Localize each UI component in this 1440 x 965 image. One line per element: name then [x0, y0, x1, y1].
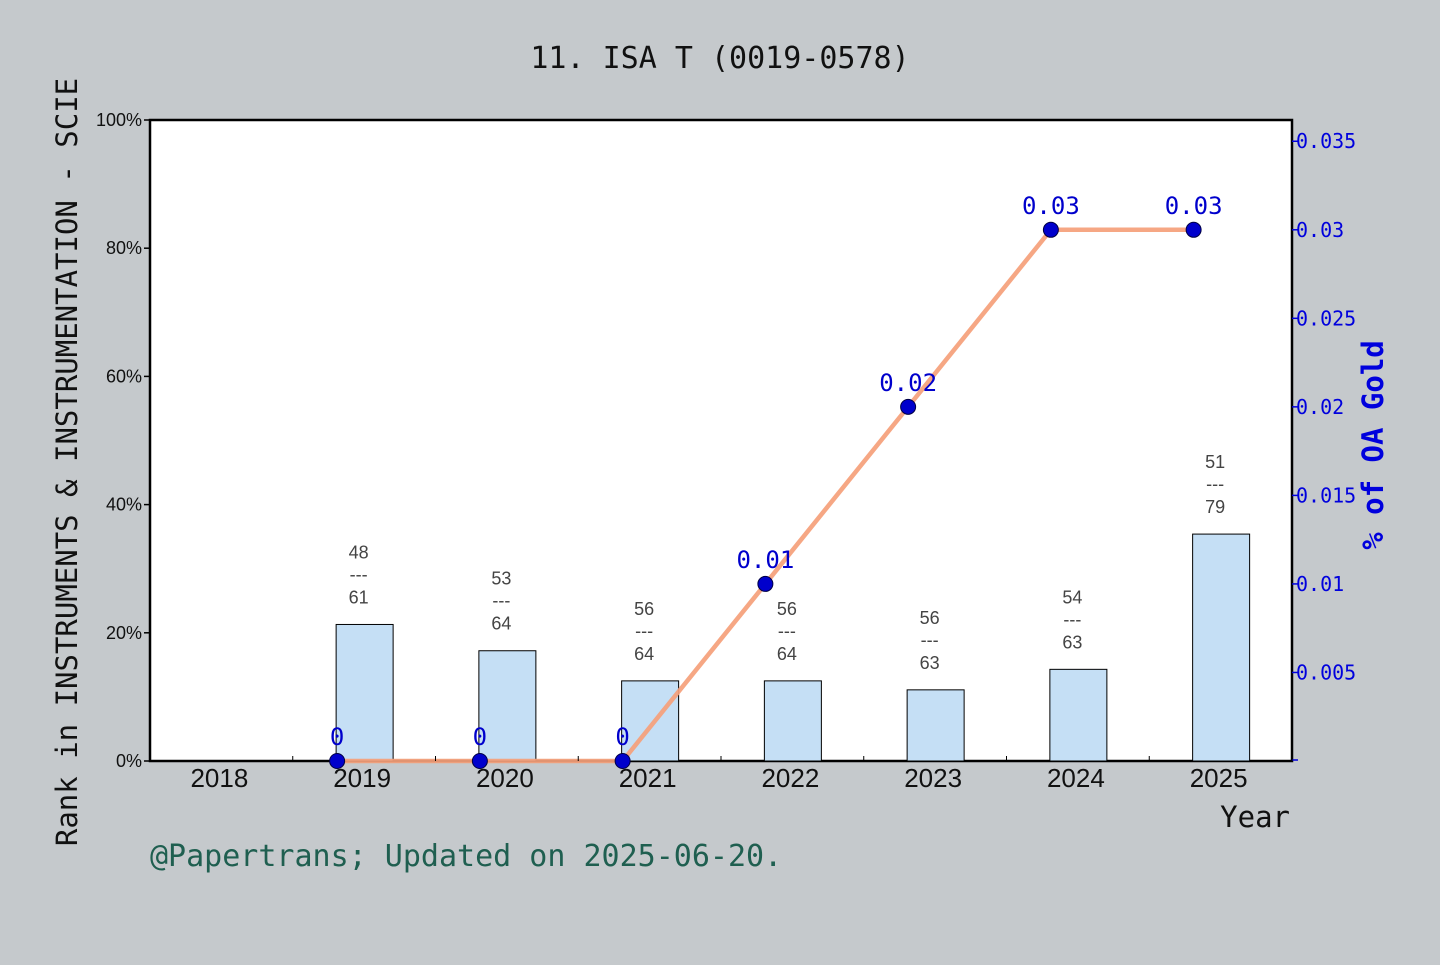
y-right-tick-label: 0.035	[1296, 129, 1356, 153]
oa-gold-value-label: 0	[473, 723, 487, 751]
bar-2020	[478, 650, 537, 762]
bar-rank-separator: ---	[1063, 609, 1081, 629]
bar-2023	[906, 689, 965, 762]
oa-gold-value-label: 0.03	[1165, 192, 1223, 220]
bar-rank-label: 53	[491, 569, 511, 589]
oa-gold-value-label: 0	[615, 723, 629, 751]
y-left-tick-label: 100%	[96, 110, 142, 130]
bar-rank-total: 79	[1205, 497, 1225, 517]
bar-rank-separator: ---	[921, 630, 939, 650]
bar-rank-label: 54	[1062, 587, 1082, 607]
chart-title: 11. ISA T (0019-0578)	[530, 41, 909, 76]
bar-2019	[335, 623, 394, 762]
bar-rank-label: 56	[920, 608, 940, 628]
y-axis-right-label: % of OA Gold	[1356, 340, 1390, 550]
y-left-tick-label: 20%	[106, 623, 142, 643]
x-tick-label-2021: 2021	[619, 763, 677, 793]
oa-gold-point-2020	[471, 753, 488, 769]
oa-gold-point-2023	[900, 398, 917, 415]
bar-rank-total: 63	[1062, 632, 1082, 652]
line-layer	[329, 221, 1202, 769]
oa-gold-value-label: 0	[330, 723, 344, 751]
plot-area	[148, 118, 1294, 763]
bar-rank-separator: ---	[778, 621, 796, 641]
x-tick-label-2019: 2019	[333, 763, 391, 793]
bar-rank-label: 51	[1205, 452, 1225, 472]
bar-rank-separator: ---	[1206, 474, 1224, 494]
bar-rank-separator: ---	[492, 591, 510, 611]
bar-rank-label: 48	[349, 542, 369, 562]
oa-gold-point-2019	[329, 753, 346, 769]
oa-gold-value-label: 0.02	[879, 369, 937, 397]
y-right-tick-label: 0.005	[1296, 660, 1356, 684]
bar-2025	[1192, 533, 1251, 762]
bar-rank-label: 56	[634, 599, 654, 619]
bar-rank-separator: ---	[635, 621, 653, 641]
y-left-tick-label: 80%	[106, 238, 142, 258]
footer-note: @Papertrans; Updated on 2025-06-20.	[150, 839, 782, 874]
y-right-tick-label: 0.015	[1296, 483, 1356, 507]
bar-rank-total: 64	[777, 644, 797, 664]
oa-gold-value-label: 0.03	[1022, 192, 1080, 220]
y-right-tick-label: 0.025	[1296, 306, 1356, 330]
y-left-tick-label: 0%	[116, 751, 142, 771]
oa-gold-value-label: 0.01	[736, 546, 794, 574]
bar-2024	[1049, 668, 1108, 762]
x-tick-label-2023: 2023	[904, 763, 962, 793]
oa-gold-point-2021	[614, 753, 631, 769]
x-tick-label-2025: 2025	[1190, 763, 1248, 793]
x-tick-label-2024: 2024	[1047, 763, 1105, 793]
bar-rank-total: 64	[634, 644, 654, 664]
x-axis-label: Year	[1220, 800, 1290, 834]
bar-2022	[763, 680, 822, 762]
bar-rank-total: 64	[491, 614, 511, 634]
oa-gold-point-2022	[757, 575, 774, 592]
x-tick-label-2018: 2018	[190, 763, 248, 793]
axes-layer: 0% 20% 40% 60% 80% 100% 0.005 0.01 0.015 0.02 0.02…	[96, 110, 1356, 793]
bar-rank-total: 63	[920, 653, 940, 673]
bar-rank-total: 61	[349, 587, 369, 607]
bar-rank-label: 56	[777, 599, 797, 619]
y-right-tick-label: 0.03	[1296, 218, 1344, 242]
oa-gold-point-2025	[1185, 221, 1202, 238]
x-tick-label-2022: 2022	[761, 763, 819, 793]
y-axis-left-label: Rank in INSTRUMENTS & INSTRUMENTATION - …	[50, 78, 84, 846]
oa-gold-point-2024	[1042, 221, 1059, 238]
y-left-tick-label: 60%	[106, 366, 142, 386]
labels-layer: 48 --- 61 53 --- 64 56 --- 64 56 --- 64 56 --- 63 54 ---…	[330, 192, 1225, 751]
y-right-tick-label: 0.02	[1296, 395, 1344, 419]
y-left-tick-label: 40%	[106, 495, 142, 515]
y-right-tick-label: 0.01	[1296, 572, 1344, 596]
x-tick-label-2020: 2020	[476, 763, 534, 793]
bar-rank-separator: ---	[350, 564, 368, 584]
